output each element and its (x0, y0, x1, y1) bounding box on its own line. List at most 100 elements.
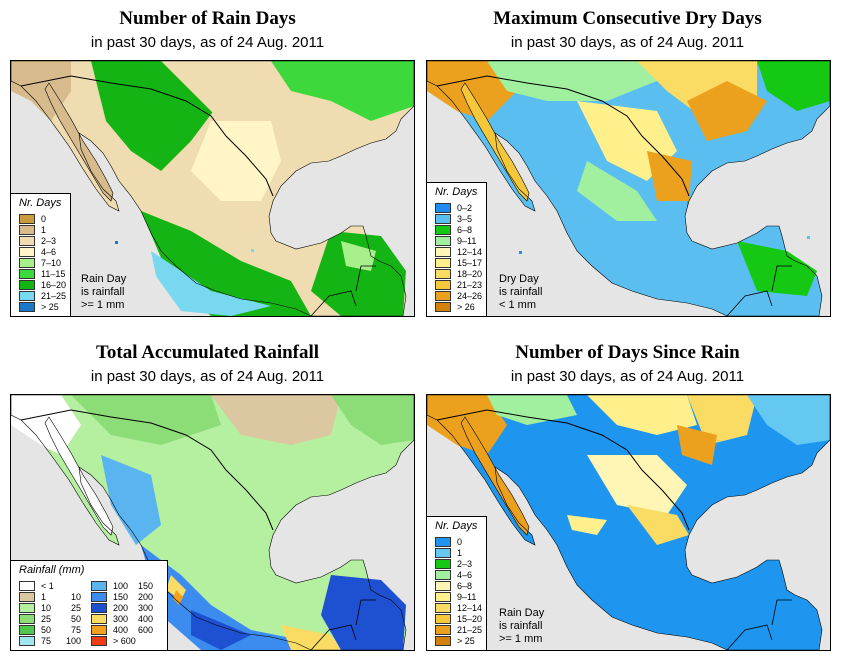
legend-swatch (435, 547, 451, 558)
legend-range-low: 150 (113, 591, 129, 602)
legend-label: 1 (41, 224, 47, 235)
legend-entry: 100 150 (91, 580, 153, 591)
legend-col-right: 100 150 150 200 200 300 300 400 400 600 > 600 (91, 580, 153, 646)
legend-entry: 300 400 (91, 613, 153, 624)
legend-label: 15–17 (457, 257, 483, 268)
legend-swatch (91, 624, 107, 635)
panel-subtitle: in past 30 days, as of 24 Aug. 2011 (510, 368, 745, 385)
legend-range-low: 25 (41, 613, 52, 624)
legend-label: > 600 (113, 636, 153, 646)
legend-label: 1 (457, 547, 463, 558)
legend-swatch (435, 224, 451, 235)
legend-entry: 150 200 (91, 591, 153, 602)
legend-swatch (19, 268, 35, 279)
note-line: >= 1 mm (81, 299, 125, 311)
legend-rain-days: Nr. Days 0 1 2–3 4–6 7–10 11–15 16–20 21–25 > 25 (11, 193, 72, 316)
legend-swatch (19, 279, 35, 290)
panel-subtitle: in past 30 days, as of 24 Aug. 2011 (90, 34, 325, 51)
legend-range-high: 600 (137, 624, 153, 635)
legend-swatch (19, 235, 35, 246)
legend-range-high: 50 (70, 613, 81, 624)
legend-label: > 25 (457, 635, 475, 646)
legend-range-high: 150 (137, 580, 153, 591)
legend-col-left: < 1 1 10 10 25 25 50 50 75 75 100 (19, 580, 81, 646)
panel-title: Maximum Consecutive Dry Days (493, 8, 762, 29)
legend-swatch (435, 635, 451, 646)
legend-swatch (435, 202, 451, 213)
legend-swatch (19, 257, 35, 268)
legend-label: 2–3 (41, 235, 57, 246)
legend-swatch (435, 246, 451, 257)
legend-entry: 200 300 (91, 602, 153, 613)
legend-swatch (435, 591, 451, 602)
legend-entry: 21–25 (19, 290, 66, 301)
panel-title: Number of Rain Days (119, 8, 296, 29)
legend-swatch (435, 279, 451, 290)
legend-label: 21–25 (457, 624, 483, 635)
panel-title: Total Accumulated Rainfall (95, 342, 320, 363)
legend-label: 75 100 (41, 636, 81, 646)
legend-swatch (435, 569, 451, 580)
legend-label: 1 10 (41, 592, 81, 602)
legend-range-low: < 1 (41, 580, 54, 591)
legend-entry: 1 (19, 224, 66, 235)
legend-entry: 2–3 (435, 558, 482, 569)
legend-entry: 12–14 (435, 246, 482, 257)
legend-range-low: 200 (113, 602, 129, 613)
map-since-rain: Nr. Days 0 1 2–3 4–6 6–8 9–11 12–14 15–20 21–25 >… (426, 394, 831, 651)
legend-entry: 1 10 (19, 591, 81, 602)
legend-entry: 3–5 (435, 213, 482, 224)
legend-swatch (435, 290, 451, 301)
legend-swatch (91, 613, 107, 624)
legend-entry: 21–25 (435, 624, 482, 635)
legend-entry: 6–8 (435, 580, 482, 591)
note-line: is rainfall (81, 286, 125, 298)
legend-label: 0–2 (457, 202, 473, 213)
legend-label: 100 150 (113, 581, 153, 591)
legend-range-low: > 600 (113, 635, 136, 646)
legend-label: 6–8 (457, 224, 473, 235)
legend-label: 15–20 (457, 613, 483, 624)
legend-entry: 9–11 (435, 235, 482, 246)
legend-entry: 0–2 (435, 202, 482, 213)
legend-range-high: 100 (65, 635, 81, 646)
legend-range-low: 300 (113, 613, 129, 624)
legend-swatch (19, 213, 35, 224)
legend-entry: > 26 (435, 301, 482, 312)
map-canvas (427, 395, 830, 650)
legend-entry: 400 600 (91, 624, 153, 635)
note-line: Rain Day (81, 273, 127, 285)
map-canvas (11, 61, 414, 316)
legend-range-low: 75 (41, 635, 52, 646)
legend-range-low: 10 (41, 602, 52, 613)
legend-label: 3–5 (457, 213, 473, 224)
legend-label: 11–15 (41, 268, 66, 279)
legend-entry: 6–8 (435, 224, 482, 235)
legend-rows: 0 1 2–3 4–6 6–8 9–11 12–14 15–20 21–25 > 25 (435, 536, 482, 646)
legend-swatch (435, 536, 451, 547)
legend-swatch (19, 635, 35, 646)
legend-swatch (435, 235, 451, 246)
legend-entry: 7–10 (19, 257, 66, 268)
legend-swatch (19, 591, 35, 602)
legend-swatch (19, 602, 35, 613)
legend-entry: 4–6 (435, 569, 482, 580)
legend-swatch (19, 624, 35, 635)
legend-label: 25 50 (41, 614, 81, 624)
legend-swatch (435, 580, 451, 591)
legend-label: 4–6 (457, 569, 473, 580)
legend-entry: < 1 (19, 580, 81, 591)
legend-entry: 16–20 (19, 279, 66, 290)
legend-label: 50 75 (41, 625, 81, 635)
panel-rain-days: Number of Rain Days in past 30 days, as … (0, 0, 415, 320)
legend-title: Nr. Days (435, 186, 478, 198)
legend-range-low: 400 (113, 624, 129, 635)
legend-swatch (19, 224, 35, 235)
legend-range-high: 200 (137, 591, 153, 602)
legend-swatch (91, 635, 107, 646)
legend-swatch (435, 257, 451, 268)
legend-label: 300 400 (113, 614, 153, 624)
map-canvas (11, 395, 414, 650)
note-line: >= 1 mm (499, 633, 543, 645)
note-line: Rain Day (499, 607, 545, 619)
